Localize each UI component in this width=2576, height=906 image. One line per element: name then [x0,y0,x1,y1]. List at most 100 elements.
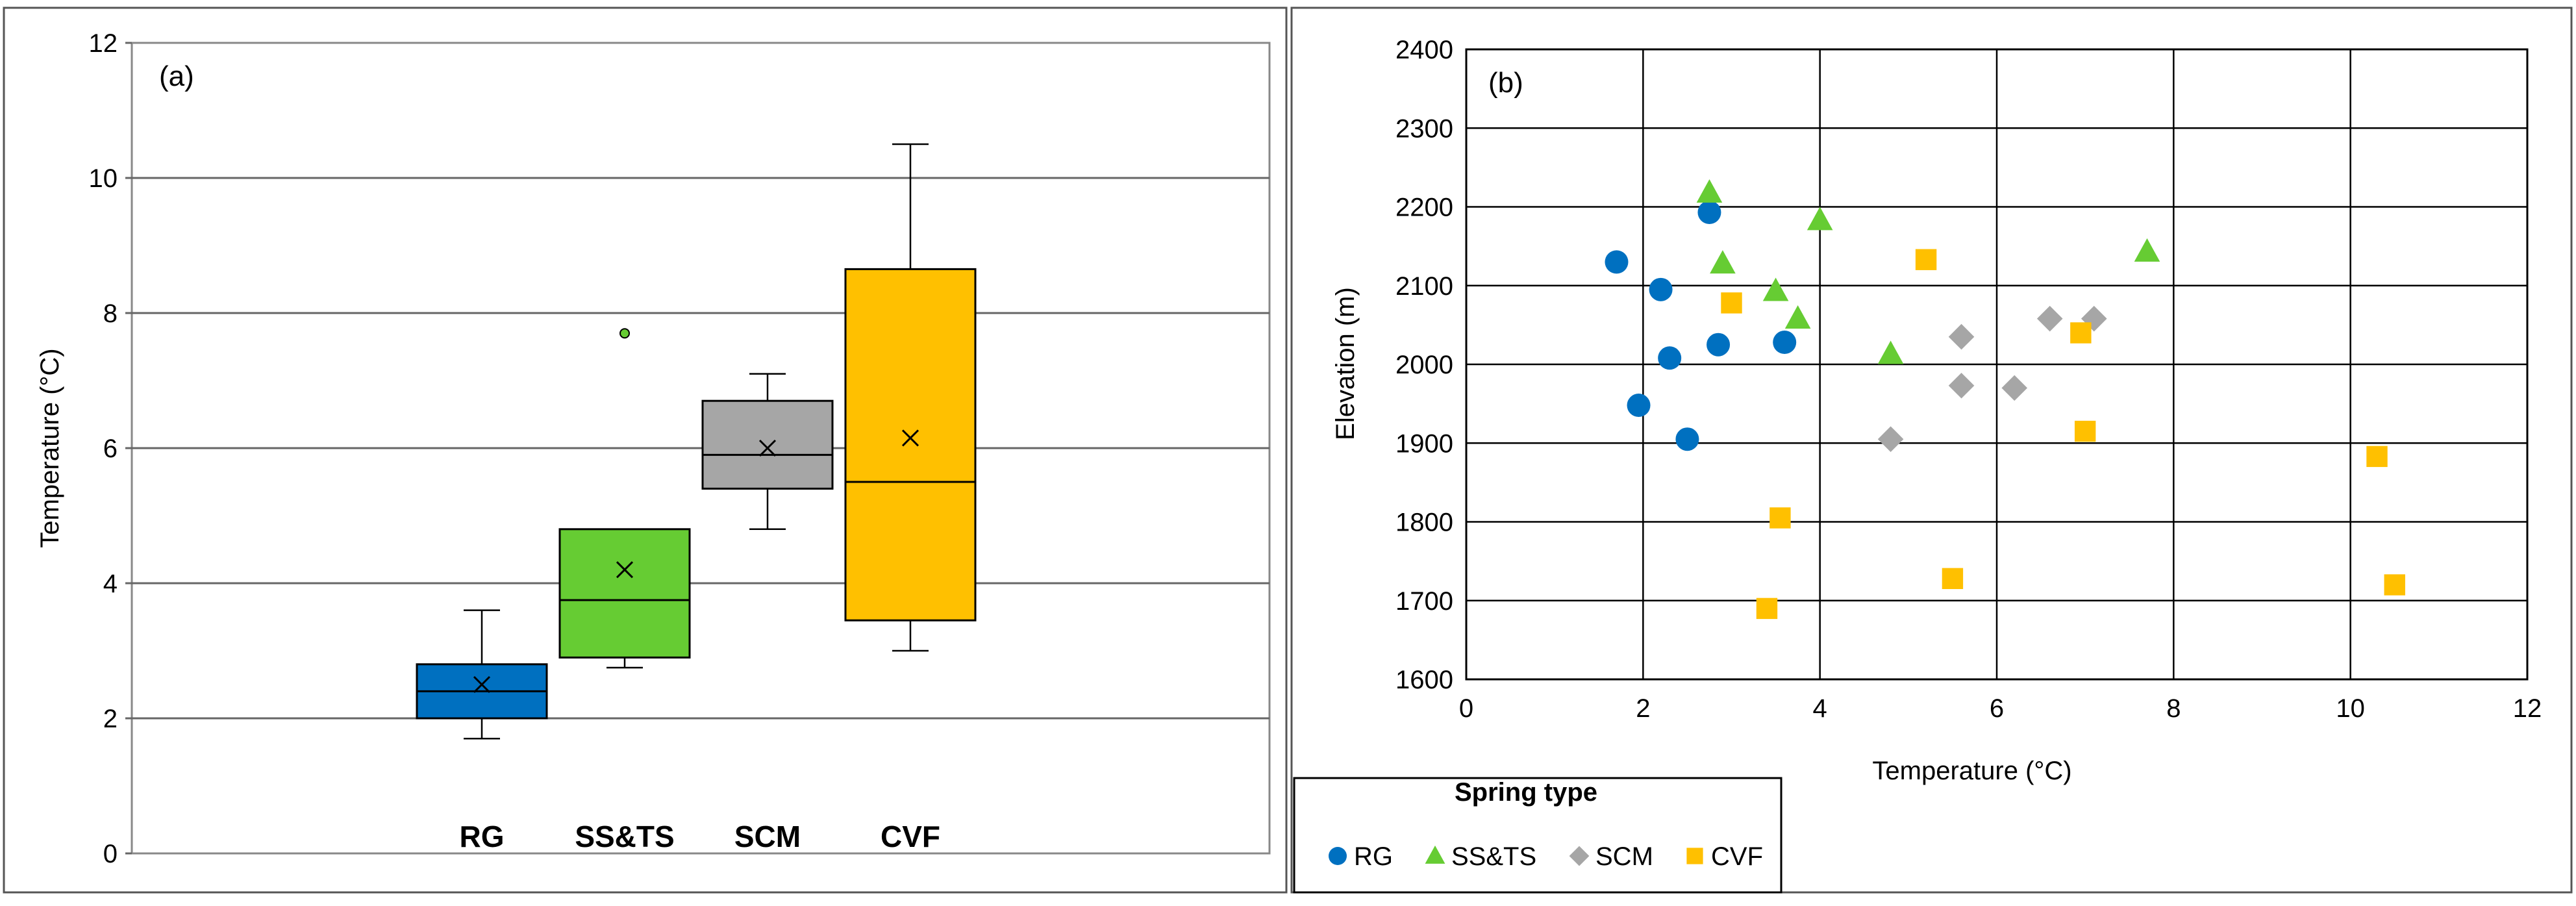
panel-b-x-axis-title: Temperature (°C) [1872,757,2071,785]
panel-a-y-axis-title: Temperature (°C) [36,348,64,547]
x-tick-label: 2 [1636,694,1650,723]
data-point [1948,372,1975,399]
legend-item-rg: RG [1329,842,1393,871]
x-tick-label: 12 [2513,694,2542,723]
x-tick-label: 6 [1990,694,2004,723]
box-cvf [844,143,977,652]
y-tick-label: 1600 [1395,666,1453,694]
data-point [1762,277,1789,301]
y-tick-label: 10 [89,164,118,193]
mean-marker [758,439,777,457]
legend-marker [1329,847,1347,865]
box-rg [416,609,548,740]
data-point [2036,305,2063,332]
data-point [1696,179,1723,203]
legend-label: RG [1354,842,1393,871]
x-tick-label: 8 [2166,694,2181,723]
legend-marker [1569,846,1590,866]
data-point [1769,507,1791,529]
panel-b: 1600 1700 1800 1900 2000 2100 2200 2300 2400 0 2 4… [1290,6,2573,894]
legend-marker [1425,845,1445,864]
legend: Spring type RG SS&TS SCM CVF [1293,777,1782,894]
panel-b-y-axis-title: Elevation (m) [1331,287,1360,440]
data-point [1915,249,1937,270]
y-tick-label: 4 [103,570,118,598]
legend-item-cvf: CVF [1686,842,1763,871]
x-tick-label: 10 [2336,694,2365,723]
series-rg [1605,200,1797,451]
data-point [1948,323,1975,350]
data-point [2366,446,2388,468]
panel-a-gridlines [125,42,1269,855]
series-cvf [1721,249,2405,620]
iqr-box [558,528,691,659]
y-tick-label: 2300 [1395,114,1453,143]
panel-a-y-tick-labels: 0 2 4 6 8 10 12 [89,29,118,868]
data-point [1773,331,1797,355]
panel-b-points [1605,179,2405,620]
y-tick-label: 1900 [1395,429,1453,458]
data-point [1627,394,1651,418]
data-point [1697,200,1721,224]
legend-items: RG SS&TS SCM CVF [1329,842,1763,871]
y-tick-label: 2100 [1395,272,1453,301]
panel-a: 0 2 4 6 8 10 12 RG SS&TS SCM CVF (a) Temperature … [3,6,1288,894]
y-tick-label: 8 [103,299,118,328]
data-point [1605,250,1629,274]
y-tick-label: 12 [89,29,118,58]
y-tick-label: 2200 [1395,194,1453,222]
legend-box [1293,777,1782,894]
data-point [1756,598,1778,620]
data-point [1784,305,1811,329]
series-ssts [1696,179,2160,364]
y-tick-label: 1800 [1395,509,1453,537]
iqr-box [701,399,834,490]
legend-label: SS&TS [1451,842,1536,871]
legend-item-ssts: SS&TS [1425,842,1536,871]
x-tick-label: 4 [1813,694,1827,723]
legend-label: CVF [1711,842,1763,871]
category-label: SS&TS [575,820,674,853]
panel-b-label: (b) [1488,67,1523,99]
panel-a-label: (a) [159,60,194,92]
panel-a-category-labels: RG SS&TS SCM CVF [460,820,941,853]
data-point [1658,346,1682,370]
data-point [1877,426,1904,452]
data-point [1942,568,1964,589]
panel-b-x-tick-labels: 0 2 4 6 8 10 12 [1459,694,2542,723]
y-tick-label: 2000 [1395,351,1453,379]
mean-marker [901,429,919,447]
x-tick-label: 0 [1459,694,1473,723]
panel-a-boxes [416,143,977,740]
data-point [1649,277,1673,301]
box-scm [701,373,834,531]
series-scm [1877,305,2107,452]
data-point [2001,375,2028,401]
category-label: CVF [881,820,940,853]
outlier-point [619,328,630,339]
legend-marker [1686,848,1703,864]
mean-marker [616,561,634,579]
data-point [1675,427,1699,451]
panel-b-gridlines [1465,48,2529,681]
y-tick-label: 2400 [1395,36,1453,64]
panel-a-border [3,6,1288,894]
mean-marker [473,675,491,694]
data-point [2384,574,2405,596]
panel-b-y-tick-labels: 1600 1700 1800 1900 2000 2100 2200 2300 2400 [1395,36,1453,694]
y-tick-label: 0 [103,840,118,868]
legend-item-scm: SCM [1569,842,1653,871]
box-ssts [558,328,691,669]
data-point [2074,420,2096,442]
data-point [1877,340,1904,364]
category-label: SCM [734,820,801,853]
y-tick-label: 2 [103,705,118,733]
data-point [1807,207,1833,231]
data-point [1721,292,1742,314]
legend-label: SCM [1595,842,1653,871]
y-tick-label: 6 [103,434,118,463]
data-point [1707,333,1731,357]
legend-title: Spring type [1455,778,1597,807]
y-tick-label: 1700 [1395,587,1453,616]
